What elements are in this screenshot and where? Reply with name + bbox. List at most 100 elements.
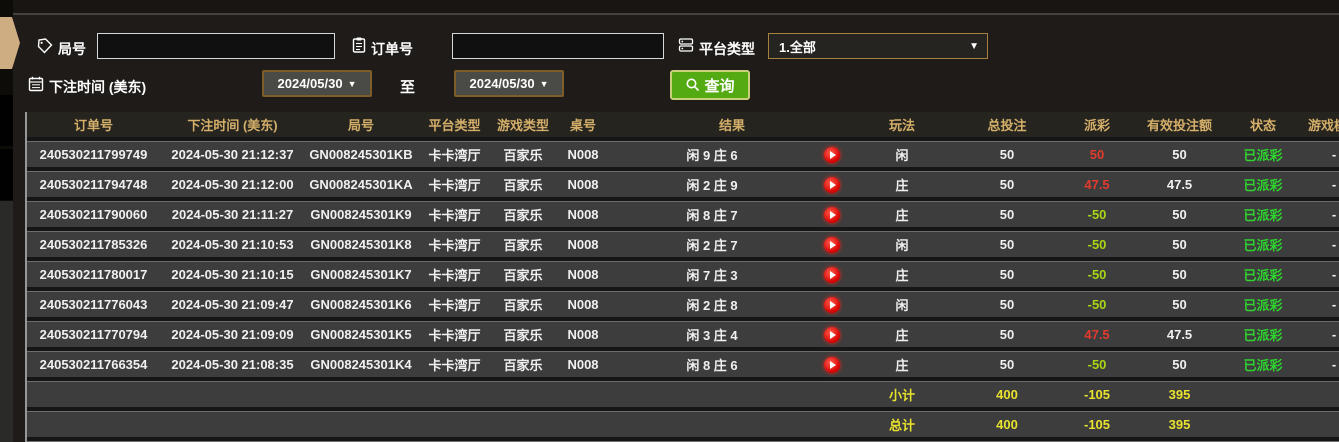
subtotal-row: 小计 400 -105 395 (27, 381, 1339, 407)
col-round: 局号 (305, 112, 417, 137)
bet-records-table: 订单号 下注时间 (美东) 局号 平台类型 游戏类型 桌号 结果 玩法 总投注 … (25, 112, 1339, 442)
table-row: 240530211766354 2024-05-30 21:08:35 GN0082… (27, 351, 1339, 377)
table-header-row: 订单号 下注时间 (美东) 局号 平台类型 游戏类型 桌号 结果 玩法 总投注 … (27, 112, 1339, 137)
table-no: N008 (554, 231, 612, 257)
platform-type: 卡卡湾厅 (417, 231, 492, 257)
round-id: GN008245301K5 (305, 321, 417, 347)
chevron-down-icon: ▼ (969, 40, 979, 52)
play-video-icon[interactable] (824, 266, 840, 283)
result-text: 闲 8 庄 7 (612, 201, 812, 227)
order-id: 240530211799749 (27, 141, 160, 167)
bet-play: 庄 (852, 261, 953, 287)
total-bet: 50 (952, 291, 1063, 317)
payout: -50 (1062, 261, 1133, 287)
platform-type: 卡卡湾厅 (417, 291, 492, 317)
game-mode: - (1299, 141, 1339, 167)
col-payout: 派彩 (1062, 112, 1133, 137)
round-id: GN008245301K7 (305, 261, 417, 287)
round-input[interactable] (97, 33, 335, 59)
total-bet: 50 (952, 231, 1063, 257)
table-row: 240530211770794 2024-05-30 21:09:09 GN0082… (27, 321, 1339, 347)
date-to-value: 2024/05/30 (469, 76, 535, 91)
total-payout: -105 (1062, 411, 1133, 437)
date-to-picker[interactable]: 2024/05/30 ▼ (454, 70, 564, 97)
col-platform: 平台类型 (417, 112, 492, 137)
game-mode: - (1299, 231, 1339, 257)
play-video-icon[interactable] (824, 326, 840, 343)
payout: -50 (1062, 231, 1133, 257)
bet-play: 庄 (852, 171, 953, 197)
game-type: 百家乐 (492, 231, 554, 257)
status-badge: 已派彩 (1227, 231, 1300, 257)
bet-play: 闲 (852, 291, 953, 317)
search-icon (686, 78, 700, 92)
result-video-cell (812, 171, 853, 197)
calendar-icon (28, 76, 44, 92)
order-input[interactable] (452, 33, 664, 59)
status-badge: 已派彩 (1227, 201, 1300, 227)
bet-time: 2024-05-30 21:08:35 (160, 351, 305, 377)
result-text: 闲 9 庄 6 (612, 141, 812, 167)
valid-bet: 50 (1132, 291, 1228, 317)
result-video-cell (812, 141, 853, 167)
bet-time: 2024-05-30 21:10:53 (160, 231, 305, 257)
chevron-down-icon: ▼ (347, 78, 357, 89)
bet-time: 2024-05-30 21:09:09 (160, 321, 305, 347)
play-video-icon[interactable] (824, 236, 840, 253)
bet-play: 庄 (852, 201, 953, 227)
valid-bet: 50 (1132, 201, 1228, 227)
order-id: 240530211770794 (27, 321, 160, 347)
valid-bet: 50 (1132, 351, 1228, 377)
valid-bet: 47.5 (1132, 321, 1228, 347)
result-video-cell (812, 231, 853, 257)
status-badge: 已派彩 (1227, 141, 1300, 167)
table-row: 240530211785326 2024-05-30 21:10:53 GN0082… (27, 231, 1339, 257)
platform-label: 平台类型 (699, 41, 755, 57)
game-type: 百家乐 (492, 141, 554, 167)
game-type: 百家乐 (492, 291, 554, 317)
bet-time-label: 下注时间 (美东) (49, 79, 147, 95)
play-video-icon[interactable] (824, 146, 840, 163)
platform-select[interactable]: 1.全部 ▼ (768, 33, 988, 59)
round-id: GN008245301KA (305, 171, 417, 197)
play-video-icon[interactable] (824, 176, 840, 193)
game-mode: - (1299, 321, 1339, 347)
bet-time: 2024-05-30 21:11:27 (160, 201, 305, 227)
game-mode: - (1299, 351, 1339, 377)
status-badge: 已派彩 (1227, 321, 1300, 347)
col-status: 状态 (1227, 112, 1300, 137)
total-bet: 50 (952, 201, 1063, 227)
result-video-cell (812, 321, 853, 347)
total-row: 总计 400 -105 395 (27, 411, 1339, 437)
round-id: GN008245301KB (305, 141, 417, 167)
round-id: GN008245301K8 (305, 231, 417, 257)
payout: 50 (1062, 141, 1133, 167)
bet-time: 2024-05-30 21:09:47 (160, 291, 305, 317)
result-video-cell (812, 291, 853, 317)
result-text: 闲 2 庄 9 (612, 171, 812, 197)
bet-time: 2024-05-30 21:12:00 (160, 171, 305, 197)
sidebar-block (0, 149, 13, 200)
total-bet: 50 (952, 141, 1063, 167)
platform-type: 卡卡湾厅 (417, 141, 492, 167)
round-id: GN008245301K9 (305, 201, 417, 227)
col-play: 玩法 (852, 112, 953, 137)
clipboard-icon (352, 37, 366, 53)
col-total-bet: 总投注 (952, 112, 1063, 137)
round-id: GN008245301K6 (305, 291, 417, 317)
game-mode: - (1299, 261, 1339, 287)
sidebar-expand-tab[interactable] (0, 17, 20, 69)
col-result: 结果 (612, 112, 853, 137)
total-valid-bet: 395 (1132, 411, 1228, 437)
search-button[interactable]: 查询 (670, 70, 750, 100)
result-text: 闲 2 庄 7 (612, 231, 812, 257)
total-bet: 50 (952, 261, 1063, 287)
date-from-picker[interactable]: 2024/05/30 ▼ (262, 70, 372, 97)
play-video-icon[interactable] (824, 296, 840, 313)
result-video-cell (812, 201, 853, 227)
round-label: 局号 (58, 41, 86, 57)
play-video-icon[interactable] (824, 206, 840, 223)
payout: 47.5 (1062, 171, 1133, 197)
play-video-icon[interactable] (824, 356, 840, 373)
game-mode: - (1299, 291, 1339, 317)
